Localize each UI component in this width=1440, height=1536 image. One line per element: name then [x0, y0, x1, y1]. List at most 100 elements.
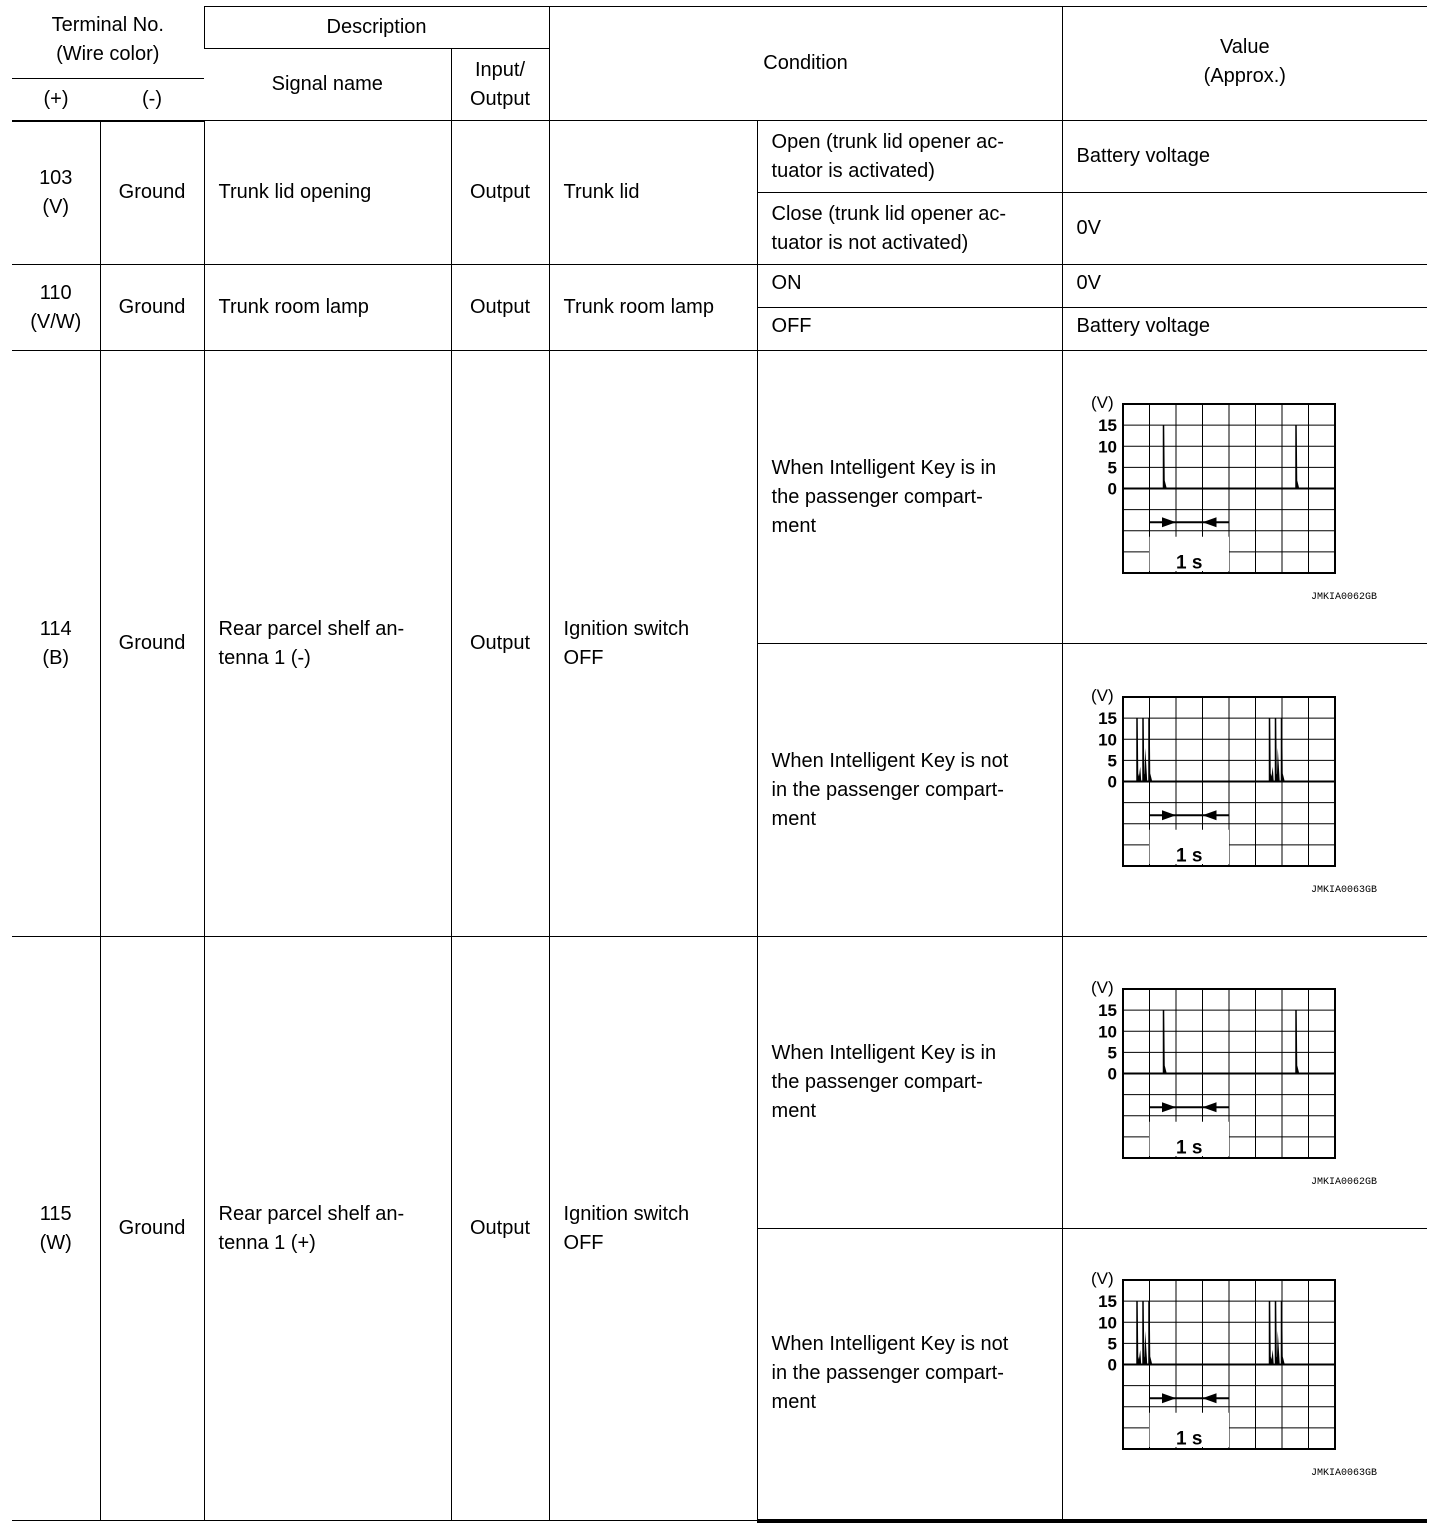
condition: Trunk room lamp: [563, 296, 714, 318]
terminal-number: 110: [39, 281, 72, 304]
sub-condition-line2: tuator is not activated): [771, 231, 969, 254]
sub-condition-cell: When Intelligent Key is in the passenger …: [756, 350, 1063, 644]
header-plus: (+): [12, 78, 100, 122]
arrow-right-icon: [1161, 1393, 1176, 1404]
arrow-right-icon: [1161, 516, 1176, 527]
y-tick-label: 15: [1098, 1001, 1117, 1020]
time-label: 1 s: [1176, 845, 1202, 866]
signal-spike: [1280, 717, 1285, 781]
terminal-no-label: Terminal No.: [51, 13, 164, 36]
condition-cell: Trunk lid: [548, 120, 758, 265]
arrow-left-icon: [1202, 1102, 1217, 1113]
table-row: 115 (W) Ground Rear parcel shelf an-tenna 1…: [12, 936, 1428, 1521]
condition-cell: Ignition switch OFF: [548, 350, 758, 937]
table-row: Close (trunk lid opener ac-tuator is not…: [12, 192, 1428, 265]
signal-cell: Rear parcel shelf an-tenna 1 (+): [203, 936, 452, 1521]
io-label-1: Input/: [475, 58, 526, 81]
signal-spike: [1143, 1330, 1147, 1365]
value: 0V: [1076, 272, 1102, 294]
table-row: 103 (V) Ground Trunk lid opening Output Trunk…: [12, 120, 1428, 265]
signal-name-line1: Rear parcel shelf an-: [218, 617, 405, 640]
y-tick-label: 5: [1107, 1043, 1116, 1062]
y-tick-label: 10: [1098, 1022, 1117, 1041]
sub-condition-cell: OFF: [757, 307, 1063, 351]
terminal-cell: 115 (W): [12, 936, 101, 1521]
arrow-right-icon: [1161, 1102, 1176, 1113]
signal-spike: [1162, 1010, 1167, 1074]
signal-spike: [1268, 1301, 1273, 1365]
ground-terminal: Ground: [118, 632, 186, 654]
value: 0V: [1076, 217, 1102, 239]
figure-code: JMKIA0062GB: [1311, 592, 1377, 603]
value: Battery voltage: [1076, 145, 1210, 167]
terminal-cell: 110 (V/W): [12, 264, 101, 351]
condition-line1: Ignition switch: [563, 1202, 690, 1225]
sub-condition-line1: When Intelligent Key is in: [771, 456, 997, 479]
condition-cell: Trunk room lamp: [548, 264, 758, 351]
input-output: Output: [470, 632, 531, 654]
table-row: When Intelligent Key is not in the passen…: [12, 643, 1428, 937]
minus-cell: Ground: [99, 350, 205, 937]
header-condition: Condition: [548, 6, 1063, 121]
header-value: Value (Approx.): [1061, 6, 1428, 121]
sub-condition-line2: the passenger compart-: [771, 1071, 983, 1093]
io-cell: Output: [450, 120, 550, 265]
signal-spike: [1274, 1301, 1279, 1365]
waveform-chart: (V) 15 10 5 0 1 s JMKIA0063GB: [1091, 686, 1377, 896]
y-tick-label: 10: [1098, 1314, 1117, 1333]
value-cell: 0V: [1061, 192, 1428, 265]
signal-spike: [1294, 1010, 1299, 1074]
sub-condition-line2: in the passenger compart-: [771, 1362, 1004, 1385]
header-minus: (-): [100, 78, 205, 122]
value: Battery voltage: [1076, 315, 1210, 337]
ground-terminal: Ground: [118, 1217, 186, 1239]
value-cell: Battery voltage: [1061, 120, 1428, 193]
io-cell: Output: [450, 936, 550, 1521]
minus-cell: Ground: [99, 936, 205, 1521]
figure-code: JMKIA0063GB: [1311, 1468, 1377, 1479]
figure-code: JMKIA0063GB: [1311, 885, 1377, 896]
label-background: [1149, 536, 1229, 571]
signal-spike: [1274, 717, 1279, 781]
header-terminal: Terminal No. (Wire color): [12, 6, 205, 79]
wire-color-label: (Wire color): [56, 42, 160, 65]
signal-spike: [1137, 1349, 1141, 1365]
sub-condition-line3: ment: [771, 1391, 816, 1414]
terminal-number: 114: [39, 617, 72, 640]
sub-condition-line3: ment: [771, 1100, 816, 1122]
sub-condition-line2: tuator is activated): [771, 159, 935, 182]
wire-color: (B): [42, 646, 70, 669]
y-tick-label: 10: [1098, 437, 1117, 456]
arrow-left-icon: [1202, 809, 1217, 820]
sub-condition-line2: in the passenger compart-: [771, 778, 1004, 801]
condition-cell: Ignition switch OFF: [548, 936, 758, 1521]
header-description: Description: [203, 6, 550, 49]
io-cell: Output: [450, 264, 550, 351]
value-cell: (V) 15 10 5 0 1 s JMKIA0062GB: [1061, 350, 1428, 644]
signal-name-line1: Rear parcel shelf an-: [218, 1202, 405, 1225]
sub-condition-line1: When Intelligent Key is not: [771, 749, 1009, 772]
signal-name-line2: tenna 1 (-): [218, 646, 311, 669]
sub-condition-line1: ON: [771, 272, 802, 294]
sub-condition-line3: ment: [771, 807, 816, 830]
sub-condition-line1: OFF: [771, 315, 812, 337]
ground-terminal: Ground: [118, 181, 186, 204]
ground-terminal: Ground: [118, 296, 186, 318]
terminal-number: 103: [39, 166, 73, 189]
signal-spike: [1143, 747, 1147, 781]
label-background: [1149, 829, 1229, 864]
wire-color: (V/W): [30, 310, 82, 333]
signal-spike: [1294, 424, 1299, 488]
sub-condition-cell: When Intelligent Key is not in the passen…: [757, 643, 1063, 937]
value-cell: (V) 15 10 5 0 1 s JMKIA0063GB: [1061, 643, 1428, 937]
y-tick-label: 0: [1107, 1356, 1116, 1375]
signal-spike: [1137, 766, 1141, 781]
unit-label: (V): [1091, 1269, 1114, 1288]
signal-spike: [1280, 1301, 1285, 1365]
y-tick-label: 5: [1107, 458, 1116, 477]
label-background: [1149, 1121, 1229, 1156]
signal-spike: [1135, 1301, 1140, 1365]
arrow-left-icon: [1202, 516, 1217, 527]
y-tick-label: 15: [1098, 1292, 1117, 1311]
condition-line2: OFF: [563, 1231, 604, 1254]
